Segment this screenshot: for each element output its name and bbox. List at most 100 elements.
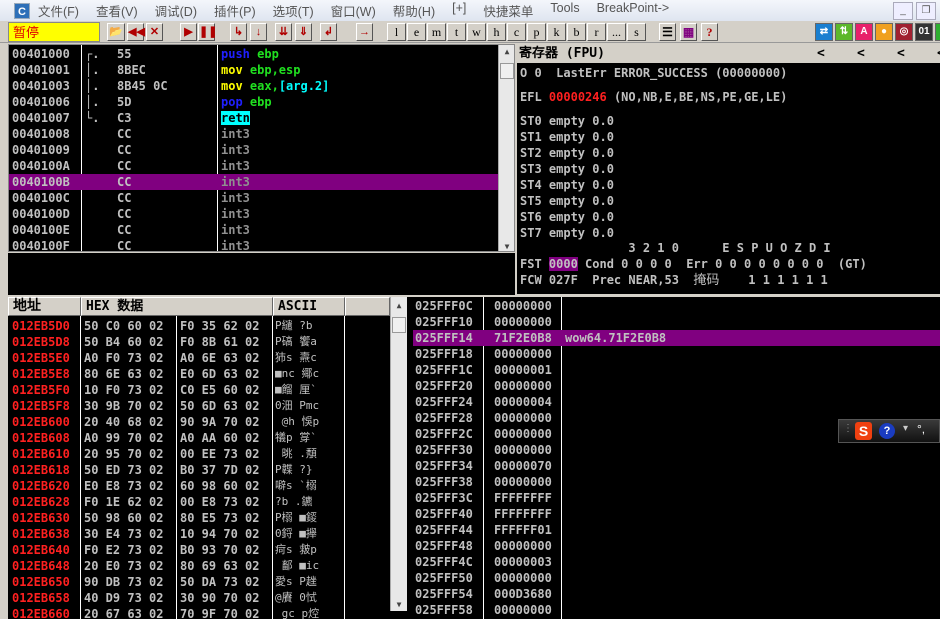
dump-row[interactable]: 012EB610 20 95 70 02 00 EE 73 02 晀 .頺 xyxy=(8,446,390,462)
dump-row[interactable]: 012EB5D8 50 B4 60 02 F0 8B 61 02 P碻 饗a xyxy=(8,334,390,350)
stack-row[interactable]: 025FFF10 00000000 xyxy=(413,314,940,330)
disasm-row[interactable]: 00401009 CC int3 xyxy=(9,142,498,158)
grid-icon[interactable]: ▦ xyxy=(680,23,697,41)
menu-item[interactable]: [+] xyxy=(452,1,467,15)
trace-over-icon[interactable]: ⇓ xyxy=(295,23,312,41)
fpu-register-st1[interactable]: ST1 empty 0.0 xyxy=(520,130,614,144)
ime-toolbar[interactable]: ⋮⋮ S ? ▾ °, xyxy=(838,419,940,443)
stack-row[interactable]: 025FFF2C 00000000 xyxy=(413,426,940,442)
stack-row[interactable]: 025FFF58 00000000 xyxy=(413,602,940,618)
fpu-register-st4[interactable]: ST4 empty 0.0 xyxy=(520,178,614,192)
disasm-row[interactable]: 00401001 │. 8BEC mov ebp,esp xyxy=(9,62,498,78)
list-icon[interactable]: ☰ xyxy=(659,23,676,41)
window-button-l[interactable]: l xyxy=(387,23,406,41)
rewind-icon[interactable]: ◀◀ xyxy=(127,23,145,41)
menu-item[interactable]: 查看(V) xyxy=(95,5,138,19)
disasm-row[interactable]: 00401003 │. 8B45 0C mov eax,[arg.2] xyxy=(9,78,498,94)
stack-row[interactable]: 025FFF0C 00000000 xyxy=(413,298,940,314)
disasm-scrollbar[interactable]: ▲ ▼ xyxy=(498,45,514,251)
stack-row[interactable]: 025FFF44 FFFFFF01 xyxy=(413,522,940,538)
dump-row[interactable]: 012EB640 F0 E2 73 02 B0 93 70 02 疴s 皳p xyxy=(8,542,390,558)
dump-scrollbar[interactable]: ▲ ▼ xyxy=(390,297,407,611)
disasm-row[interactable]: 0040100D CC int3 xyxy=(9,206,498,222)
stack-row[interactable]: 025FFF28 00000000 xyxy=(413,410,940,426)
step-over-icon[interactable]: ↓ xyxy=(250,23,267,41)
window-button-b[interactable]: b xyxy=(567,23,586,41)
swap-icon[interactable]: ⇄ xyxy=(815,23,833,41)
restore-button[interactable]: ❐ xyxy=(916,2,936,20)
collapse-arrow-icon[interactable]: < xyxy=(937,44,940,63)
disasm-row[interactable]: 0040100A CC int3 xyxy=(9,158,498,174)
dump-row[interactable]: 012EB5F0 10 F0 73 02 C0 E5 60 02 ■餾 厘` xyxy=(8,382,390,398)
disasm-row[interactable]: 00401006 │. 5D pop ebp xyxy=(9,94,498,110)
target-icon[interactable]: ◎ xyxy=(895,23,913,41)
collapse-arrow-icon[interactable]: < xyxy=(857,46,865,61)
dump-row[interactable]: 012EB628 F0 1E 62 02 00 E8 73 02 ?b .鑣 xyxy=(8,494,390,510)
fpu-register-st6[interactable]: ST6 empty 0.0 xyxy=(520,210,614,224)
stack-row[interactable]: 025FFF20 00000000 xyxy=(413,378,940,394)
window-button-s[interactable]: s xyxy=(627,23,646,41)
fpu-register-st7[interactable]: ST7 empty 0.0 xyxy=(520,226,614,240)
run-icon[interactable]: ▶ xyxy=(180,23,197,41)
menu-item[interactable]: BreakPoint-> xyxy=(596,1,670,15)
trace-into-icon[interactable]: ⇊ xyxy=(275,23,292,41)
dump-header-address[interactable]: 地址 xyxy=(8,297,81,316)
dump-row[interactable]: 012EB600 20 40 68 02 90 9A 70 02 @h 悞p xyxy=(8,414,390,430)
stack-row[interactable]: 025FFF14 71F2E0B8 wow64.71F2E0B8 xyxy=(413,330,940,346)
menu-item[interactable]: 选项(T) xyxy=(272,5,314,19)
binary-icon[interactable]: 01 xyxy=(915,23,933,41)
registers-pane[interactable]: 寄存器 (FPU) < < < < O 0 LastErr ERROR_SUCCESS… xyxy=(517,44,940,294)
stack-row[interactable]: 025FFF4C 00000003 xyxy=(413,554,940,570)
dump-row[interactable]: 012EB618 50 ED 73 02 B0 37 7D 02 P韘 ?} xyxy=(8,462,390,478)
stack-row[interactable]: 025FFF1C 00000001 xyxy=(413,362,940,378)
collapse-arrow-icon[interactable]: < xyxy=(897,46,905,61)
window-button-r[interactable]: r xyxy=(587,23,606,41)
menu-item[interactable]: 窗口(W) xyxy=(330,5,376,19)
help-icon[interactable]: ? xyxy=(701,23,718,41)
stack-row[interactable]: 025FFF38 00000000 xyxy=(413,474,940,490)
hex-dump-pane[interactable]: 地址 HEX 数据 ASCII ▲ ▼ 012EB5D0 50 C0 60 02 F0… xyxy=(8,297,410,619)
execute-till-return-icon[interactable]: ↲ xyxy=(320,23,337,41)
efl-value[interactable]: 00000246 xyxy=(548,90,607,104)
dump-row[interactable]: 012EB658 40 D9 73 02 30 90 70 02 @賡 0恜 xyxy=(8,590,390,606)
disasm-row[interactable]: 00401008 CC int3 xyxy=(9,126,498,142)
dump-row[interactable]: 012EB5E0 A0 F0 73 02 A0 6E 63 02 犻s 燾c xyxy=(8,350,390,366)
sogou-logo-icon[interactable]: S xyxy=(855,422,872,440)
stack-row[interactable]: 025FFF18 00000000 xyxy=(413,346,940,362)
window-button-p[interactable]: p xyxy=(527,23,546,41)
dump-row[interactable]: 012EB650 90 DB 73 02 50 DA 73 02 愛s P趖 xyxy=(8,574,390,590)
stack-row[interactable]: 025FFF48 00000000 xyxy=(413,538,940,554)
stack-row[interactable]: 025FFF40 FFFFFFFF xyxy=(413,506,940,522)
punctuation-toggle[interactable]: °, xyxy=(917,422,926,436)
font-a-icon[interactable]: A xyxy=(855,23,873,41)
window-button-k[interactable]: k xyxy=(547,23,566,41)
stack-row[interactable]: 025FFF24 00000004 xyxy=(413,394,940,410)
disassembly-pane[interactable]: ▲ ▼ 00401000 ┌. 55 push ebp 00401001 │. 8BEC mov… xyxy=(8,44,515,252)
dump-header-ascii[interactable]: ASCII xyxy=(273,297,345,316)
minimize-button[interactable]: _ xyxy=(893,2,913,20)
stack-row[interactable]: 025FFF30 00000000 xyxy=(413,442,940,458)
stack-pane[interactable]: 025FFF0C 00000000 025FFF10 00000000 025FFF14… xyxy=(410,297,940,619)
dump-header-hex[interactable]: HEX 数据 xyxy=(81,297,273,316)
menu-item[interactable]: 快捷菜单 xyxy=(483,5,534,19)
fpu-register-st3[interactable]: ST3 empty 0.0 xyxy=(520,162,614,176)
menu-dropdown-icon[interactable]: ▾ xyxy=(903,423,909,434)
collapse-arrow-icon[interactable]: < xyxy=(817,46,825,61)
dump-row[interactable]: 012EB648 20 E0 73 02 80 69 63 02 鄐 ■ic xyxy=(8,558,390,574)
window-button-c[interactable]: c xyxy=(507,23,526,41)
drag-handle-icon[interactable]: ⋮⋮ xyxy=(843,423,863,434)
record-icon[interactable]: ● xyxy=(875,23,893,41)
stack-row[interactable]: 025FFF54 000D3680 xyxy=(413,586,940,602)
dump-row[interactable]: 012EB630 50 98 60 02 80 E5 73 02 P榒 ■錽 xyxy=(8,510,390,526)
menu-item[interactable]: 文件(F) xyxy=(38,5,79,19)
menu-item[interactable]: 帮助(H) xyxy=(392,5,436,19)
dump-row[interactable]: 012EB5E8 80 6E 63 02 E0 6D 63 02 ■nc 鄊c xyxy=(8,366,390,382)
dump-row[interactable]: 012EB5D0 50 C0 60 02 F0 35 62 02 P繾 ?b xyxy=(8,318,390,334)
dump-row[interactable]: 012EB608 A0 99 70 02 A0 AA 60 02 犠p 牚` xyxy=(8,430,390,446)
window-button-more[interactable]: ... xyxy=(607,23,626,41)
green-icon[interactable]: ▮ xyxy=(935,23,940,41)
disasm-row[interactable]: 0040100E CC int3 xyxy=(9,222,498,238)
dump-row[interactable]: 012EB660 20 67 63 02 70 9F 70 02 gc p焢 xyxy=(8,606,390,619)
menu-item[interactable]: 插件(P) xyxy=(214,5,256,19)
disasm-row[interactable]: 00401000 ┌. 55 push ebp xyxy=(9,46,498,62)
